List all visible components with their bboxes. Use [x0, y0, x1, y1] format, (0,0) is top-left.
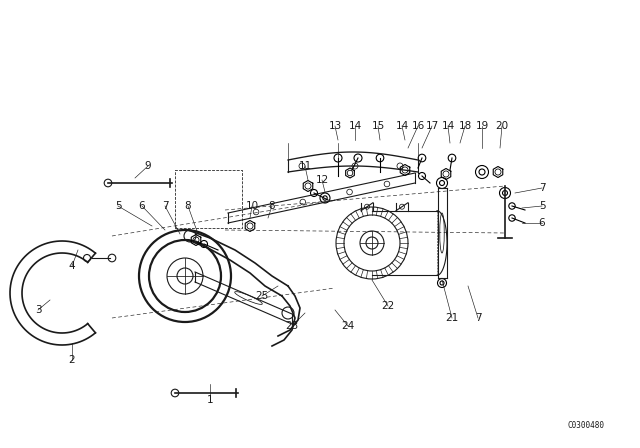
- Text: 4: 4: [68, 261, 76, 271]
- Text: 21: 21: [445, 313, 459, 323]
- Text: 7: 7: [162, 201, 168, 211]
- Text: 7: 7: [475, 313, 481, 323]
- Text: 9: 9: [145, 161, 151, 171]
- Text: 8: 8: [185, 201, 191, 211]
- Text: 22: 22: [381, 301, 395, 311]
- Text: 10: 10: [245, 201, 259, 211]
- Text: 12: 12: [316, 175, 328, 185]
- Text: 13: 13: [328, 121, 342, 131]
- Text: 2: 2: [68, 355, 76, 365]
- Text: 16: 16: [412, 121, 424, 131]
- Text: 24: 24: [341, 321, 355, 331]
- Text: 25: 25: [255, 291, 269, 301]
- Text: 19: 19: [476, 121, 488, 131]
- Text: 20: 20: [495, 121, 509, 131]
- Text: 14: 14: [442, 121, 454, 131]
- Text: 14: 14: [348, 121, 362, 131]
- Text: 23: 23: [285, 321, 299, 331]
- Text: 1: 1: [207, 395, 213, 405]
- Text: 8: 8: [269, 201, 275, 211]
- Text: 5: 5: [115, 201, 122, 211]
- Text: 6: 6: [139, 201, 145, 211]
- Text: 5: 5: [539, 201, 545, 211]
- Text: 11: 11: [298, 161, 312, 171]
- Text: 14: 14: [396, 121, 408, 131]
- Text: 15: 15: [371, 121, 385, 131]
- Text: 18: 18: [458, 121, 472, 131]
- Text: C0300480: C0300480: [568, 421, 605, 430]
- Text: 17: 17: [426, 121, 438, 131]
- Text: 6: 6: [539, 218, 545, 228]
- Text: 7: 7: [539, 183, 545, 193]
- Text: 3: 3: [35, 305, 42, 315]
